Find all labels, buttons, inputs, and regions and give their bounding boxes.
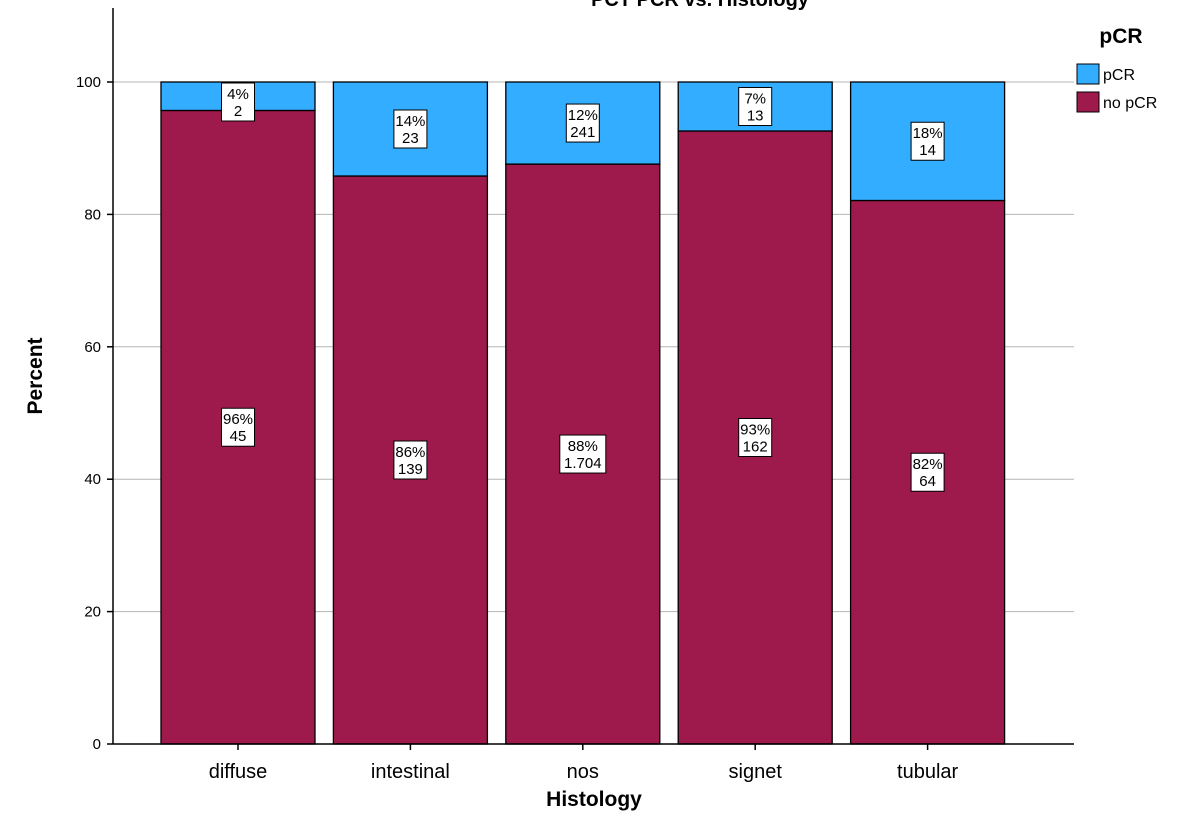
x-tick-label-intestinal: intestinal — [371, 761, 450, 783]
data-label-percent: 82% — [913, 456, 943, 473]
data-label-percent: 12% — [568, 107, 598, 124]
data-label-count: 23 — [402, 130, 419, 147]
data-label-count: 162 — [743, 438, 768, 455]
bars — [160, 81, 1006, 745]
data-label-percent: 4% — [227, 86, 249, 103]
legend-title: pCR — [1099, 25, 1142, 48]
data-label-box — [559, 434, 607, 474]
x-tick-label-nos: nos — [567, 761, 599, 783]
data-label-signet-no-pcr: 93%162 — [738, 417, 773, 457]
data-label-tubular-no-pcr: 82%64 — [910, 452, 945, 492]
legend-swatch-no-pcr — [1076, 91, 1100, 113]
data-label-intestinal-no-pcr: 86%139 — [393, 440, 428, 480]
data-label-percent: 14% — [395, 113, 425, 130]
data-label-percent: 96% — [223, 411, 253, 428]
data-label-box — [738, 86, 773, 126]
data-label-signet-pcr: 7%13 — [738, 86, 773, 126]
data-label-percent: 7% — [744, 90, 766, 107]
data-label-count: 241 — [570, 124, 595, 141]
data-label-diffuse-no-pcr: 96%45 — [221, 407, 255, 447]
data-label-count: 13 — [747, 107, 764, 124]
data-label-nos-pcr: 12%241 — [565, 103, 600, 143]
data-label-box — [393, 109, 428, 149]
legend-swatch-pcr — [1076, 63, 1100, 85]
data-label-nos-no-pcr: 88%1.704 — [559, 434, 607, 474]
legend-label-no-pcr: no pCR — [1103, 95, 1157, 112]
y-tick-label: 20 — [84, 604, 101, 621]
data-label-box — [565, 103, 600, 143]
y-axis-title: Percent — [24, 337, 47, 414]
data-label-box — [910, 121, 945, 161]
data-labels: 96%45 4%2 86%139 14%23 88%1.704 12%241 93%162 7… — [221, 82, 945, 492]
y-ticks: 0 20 40 60 80 100 — [76, 74, 113, 753]
y-tick-label: 40 — [84, 471, 101, 488]
data-label-count: 1.704 — [564, 455, 602, 472]
chart-title: PCT PCR vs. Histology — [591, 0, 810, 11]
data-label-diffuse-pcr: 4%2 — [221, 82, 255, 122]
data-label-count: 64 — [919, 473, 936, 490]
data-label-intestinal-pcr: 14%23 — [393, 109, 428, 149]
data-label-box — [393, 440, 428, 480]
x-tick-label-diffuse: diffuse — [209, 761, 268, 783]
x-ticks: diffuse intestinal nos signet tubular — [209, 744, 959, 783]
data-label-box — [910, 452, 945, 492]
data-label-count: 45 — [230, 428, 247, 445]
x-tick-label-tubular: tubular — [897, 761, 958, 783]
y-tick-label: 0 — [93, 736, 101, 753]
data-label-percent: 18% — [913, 125, 943, 142]
data-label-box — [738, 417, 773, 457]
y-tick-label: 60 — [84, 339, 101, 356]
legend-label-pcr: pCR — [1103, 67, 1135, 84]
data-label-percent: 93% — [740, 421, 770, 438]
data-label-count: 2 — [234, 103, 242, 120]
data-label-percent: 88% — [568, 438, 598, 455]
data-label-box — [221, 407, 255, 447]
data-label-box — [221, 82, 255, 122]
y-tick-label: 80 — [84, 206, 101, 223]
data-label-percent: 86% — [395, 444, 425, 461]
data-label-count: 14 — [919, 142, 936, 159]
x-axis-title: Histology — [546, 788, 642, 811]
x-tick-label-signet: signet — [729, 761, 783, 783]
data-label-count: 139 — [398, 461, 423, 478]
axes — [112, 8, 1074, 745]
y-tick-label: 100 — [76, 74, 101, 91]
data-label-tubular-pcr: 18%14 — [910, 121, 945, 161]
legend: pCR pCR no pCR — [1076, 25, 1157, 113]
